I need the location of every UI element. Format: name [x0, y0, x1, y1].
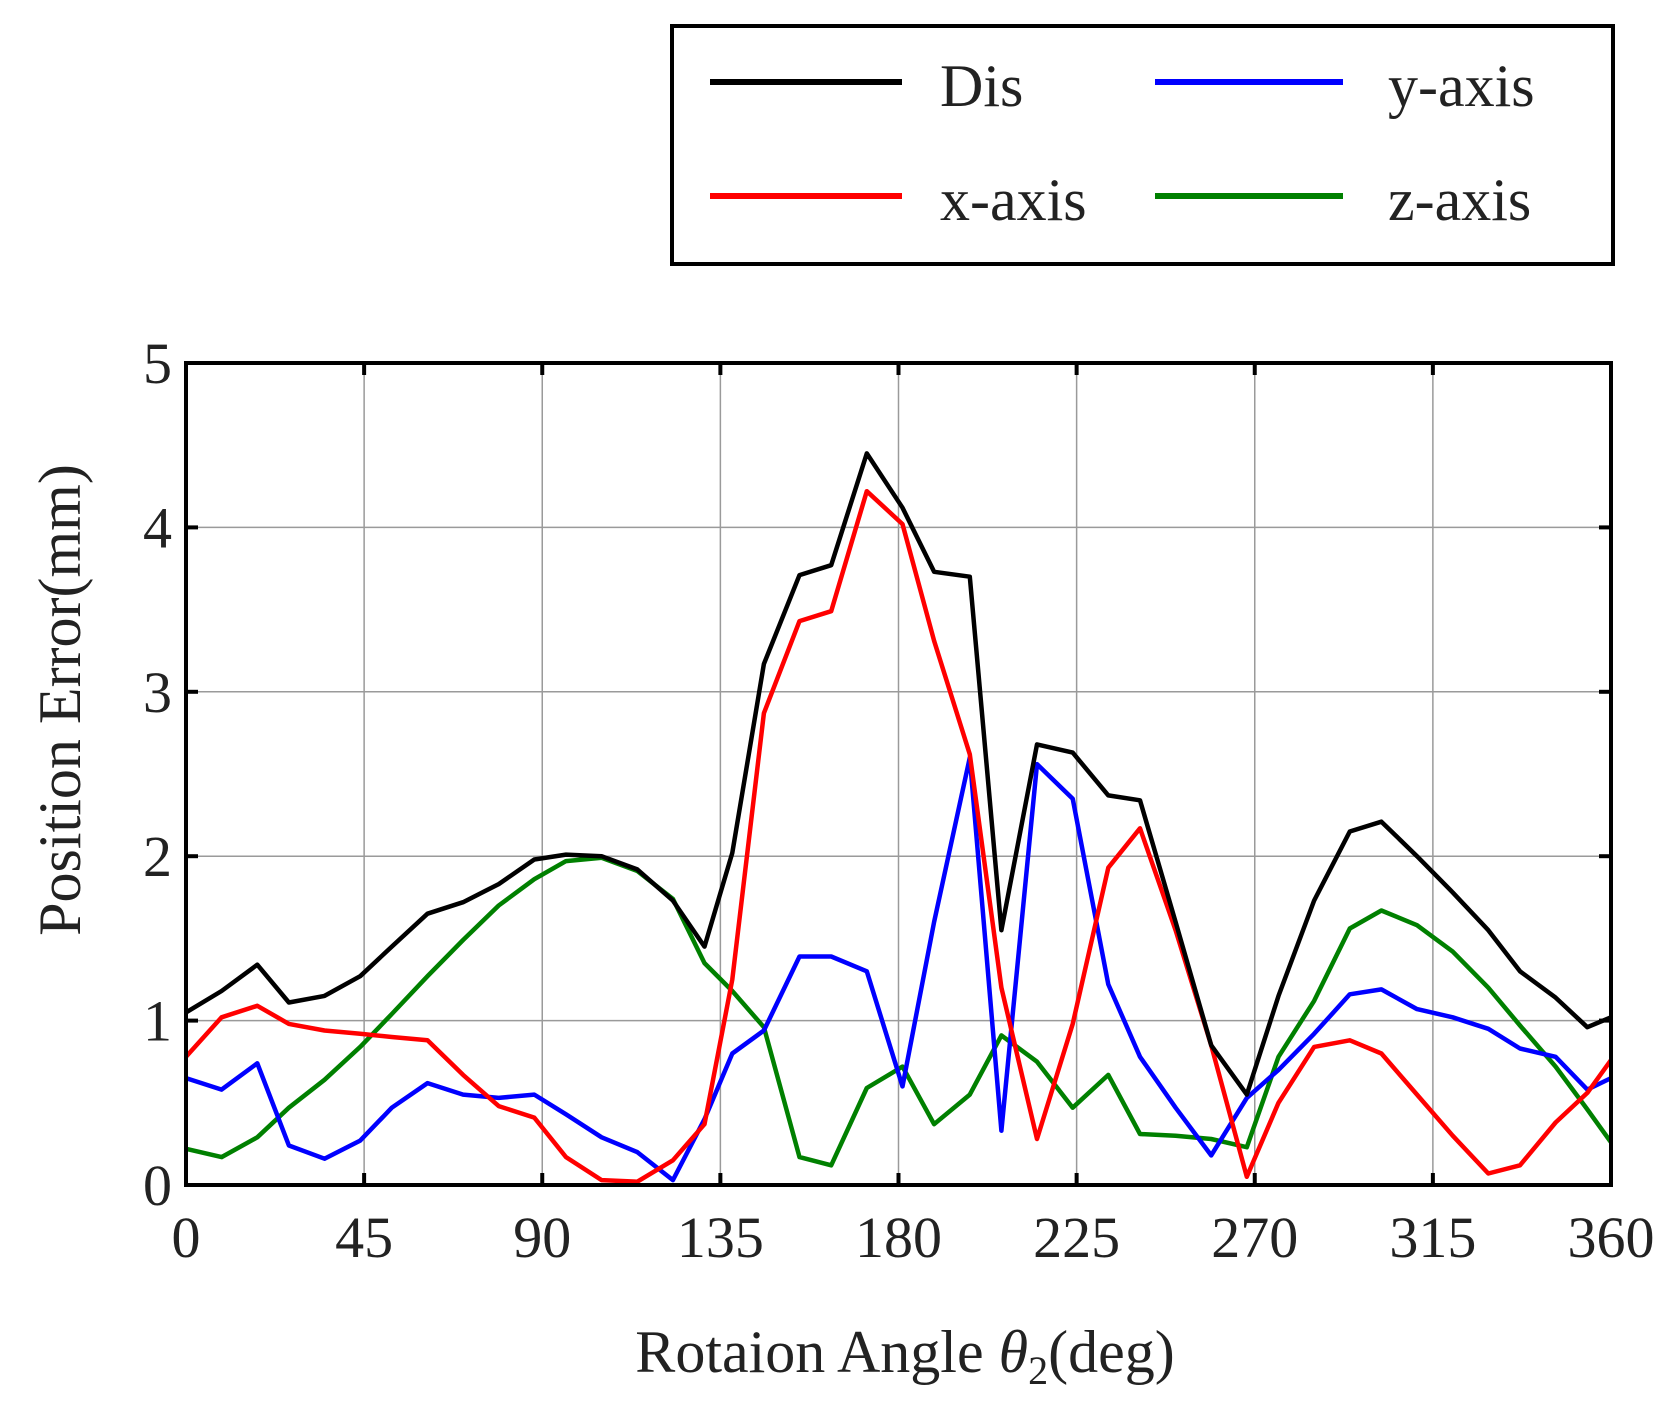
legend-box	[670, 24, 1615, 266]
y-tick-label: 4	[143, 495, 172, 560]
legend: Dis y-axis x-axis z-axis	[670, 24, 1615, 266]
y-tick-label: 0	[143, 1153, 172, 1218]
y-tick-label: 3	[143, 660, 172, 725]
series-line-x-axis	[184, 488, 1613, 1184]
x-tick-label: 180	[855, 1205, 942, 1270]
y-tick-label: 5	[143, 331, 172, 396]
x-tick-label: 45	[335, 1205, 393, 1270]
legend-label-z-axis: z-axis	[1388, 167, 1531, 233]
x-axis-title-main: Rotaion Angle	[635, 1319, 998, 1385]
x-tick-label: 135	[677, 1205, 764, 1270]
x-axis-title-subscript: 2	[1028, 1348, 1048, 1393]
y-tick-label: 1	[143, 989, 172, 1054]
x-axis-title-symbol: θ	[999, 1319, 1028, 1385]
x-tick-label: 0	[172, 1205, 201, 1270]
series-lines	[184, 451, 1613, 1184]
x-tick-label: 90	[513, 1205, 571, 1270]
y-axis-title: Position Error(mm)	[27, 464, 93, 936]
x-tick-label: 225	[1033, 1205, 1120, 1270]
series-line-z-axis	[185, 855, 1613, 1168]
x-tick-label: 315	[1389, 1205, 1476, 1270]
x-tick-label: 360	[1568, 1205, 1655, 1270]
series-line-dis	[184, 451, 1612, 1097]
axis-ticks	[184, 361, 1613, 1187]
x-tick-label: 270	[1211, 1205, 1298, 1270]
series-line-y-axis	[185, 755, 1612, 1183]
x-axis-title-unit: (deg)	[1048, 1319, 1175, 1385]
y-tick-label: 2	[143, 824, 172, 889]
grid	[186, 363, 1611, 1185]
legend-label-y-axis: y-axis	[1388, 53, 1535, 119]
x-axis-title: Rotaion Angle θ2(deg)	[635, 1319, 1174, 1393]
legend-label-x-axis: x-axis	[940, 167, 1087, 233]
legend-label-dis: Dis	[940, 53, 1023, 119]
